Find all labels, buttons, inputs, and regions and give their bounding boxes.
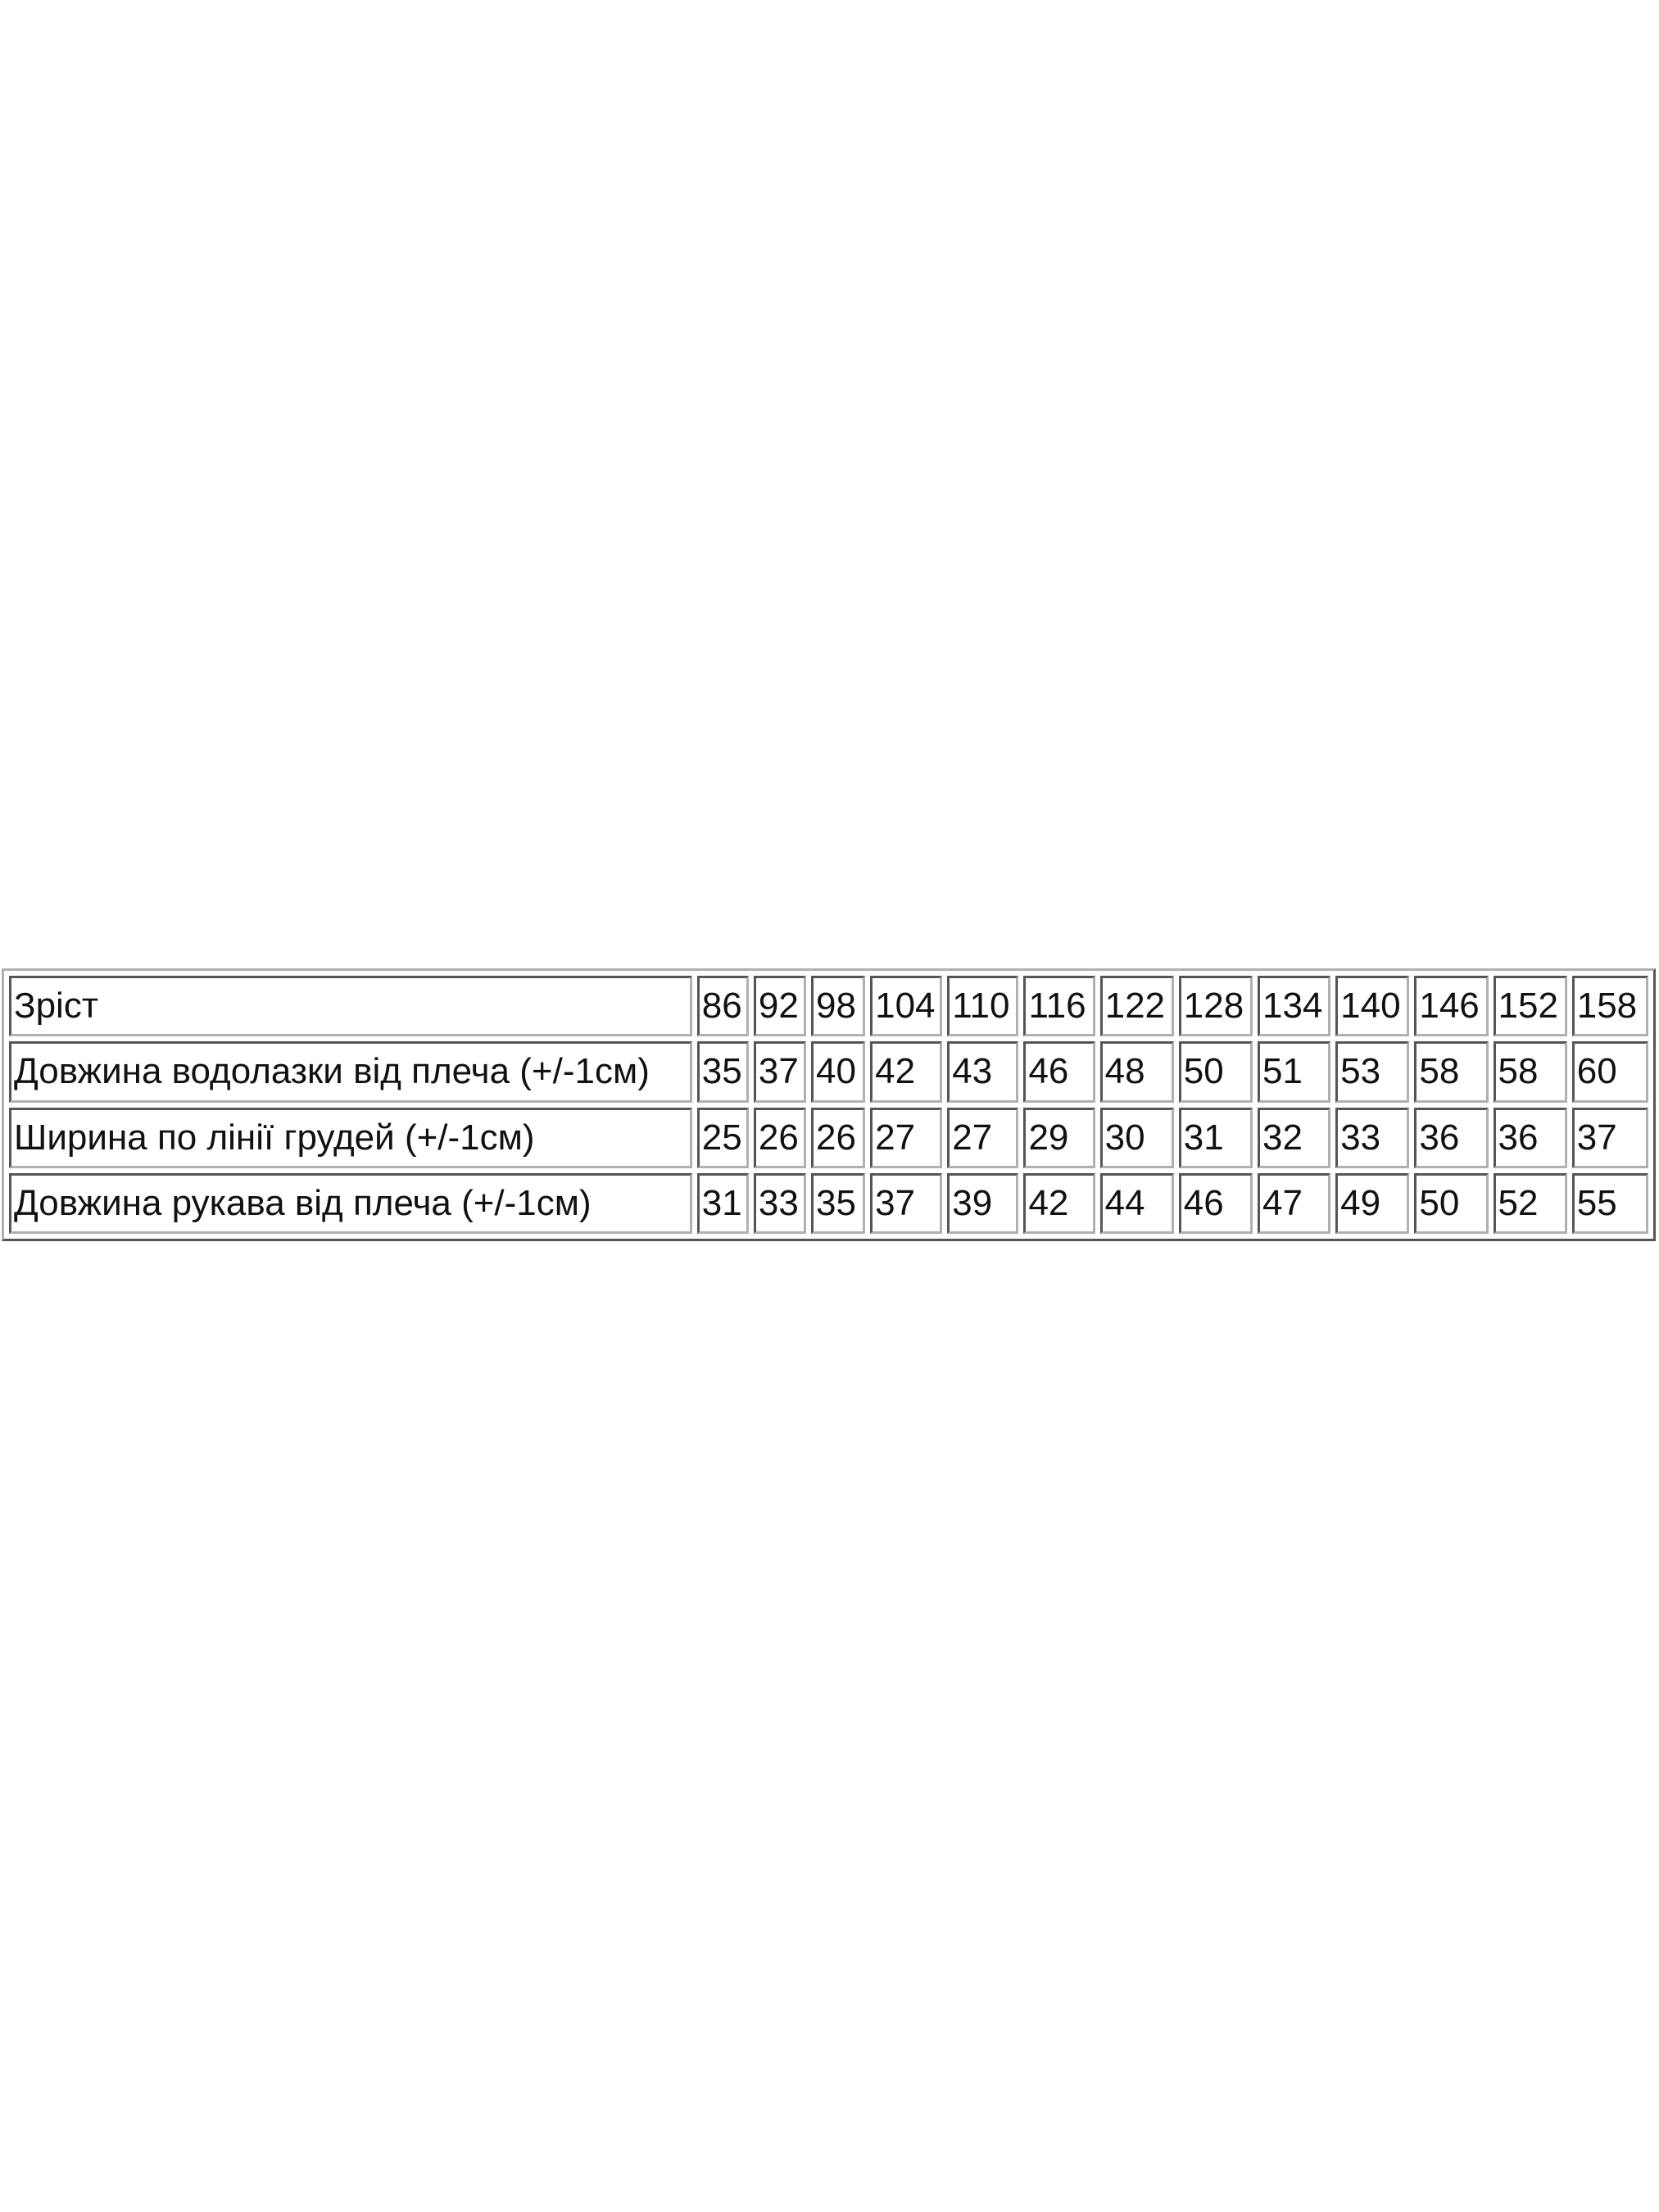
table-cell: 32 (1257, 1107, 1331, 1168)
table-cell: 53 (1335, 1041, 1410, 1103)
table-row: Довжина водолазки від плеча (+/-1см) 35 37… (9, 1041, 1648, 1103)
row-label: Зріст (9, 976, 692, 1037)
table-cell: 116 (1023, 976, 1095, 1037)
table-cell: 27 (870, 1107, 943, 1168)
table-cell: 49 (1335, 1172, 1410, 1234)
table-cell: 26 (753, 1107, 806, 1168)
table-cell: 104 (870, 976, 943, 1037)
row-label: Довжина рукава від плеча (+/-1см) (9, 1172, 692, 1234)
table-cell: 31 (1178, 1107, 1253, 1168)
table-cell: 86 (696, 976, 749, 1037)
table-cell: 46 (1023, 1041, 1095, 1103)
header-row: Зріст 86 92 98 104 110 116 122 128 134 140 146 152 15… (9, 976, 1648, 1037)
table-cell: 44 (1099, 1172, 1174, 1234)
table-cell: 58 (1493, 1041, 1567, 1103)
table-cell: 39 (947, 1172, 1019, 1234)
table-cell: 42 (870, 1041, 943, 1103)
table-cell: 146 (1414, 976, 1489, 1037)
table-cell: 50 (1178, 1041, 1253, 1103)
table-cell: 42 (1023, 1172, 1095, 1234)
table-cell: 122 (1099, 976, 1174, 1037)
table-cell: 33 (1335, 1107, 1410, 1168)
table-cell: 152 (1493, 976, 1567, 1037)
table-cell: 37 (753, 1041, 806, 1103)
table-cell: 92 (753, 976, 806, 1037)
table-cell: 110 (947, 976, 1019, 1037)
table-row: Довжина рукава від плеча (+/-1см) 31 33 35 3… (9, 1172, 1648, 1234)
table-cell: 37 (870, 1172, 943, 1234)
table-cell: 27 (947, 1107, 1019, 1168)
row-label: Довжина водолазки від плеча (+/-1см) (9, 1041, 692, 1103)
table-cell: 98 (810, 976, 866, 1037)
table-cell: 26 (810, 1107, 866, 1168)
table-cell: 55 (1571, 1172, 1648, 1234)
table-cell: 37 (1571, 1107, 1648, 1168)
table-cell: 43 (947, 1041, 1019, 1103)
table-cell: 52 (1493, 1172, 1567, 1234)
table-cell: 50 (1414, 1172, 1489, 1234)
table-cell: 29 (1023, 1107, 1095, 1168)
table-cell: 25 (696, 1107, 749, 1168)
table-cell: 134 (1257, 976, 1331, 1037)
table-cell: 51 (1257, 1041, 1331, 1103)
size-table: Зріст 86 92 98 104 110 116 122 128 134 140 146 152 15… (4, 971, 1653, 1239)
table-cell: 158 (1571, 976, 1648, 1037)
table-cell: 40 (810, 1041, 866, 1103)
table-cell: 46 (1178, 1172, 1253, 1234)
size-table-frame: Зріст 86 92 98 104 110 116 122 128 134 140 146 152 15… (2, 968, 1656, 1241)
table-cell: 47 (1257, 1172, 1331, 1234)
row-label: Ширина по лінії грудей (+/-1см) (9, 1107, 692, 1168)
table-cell: 33 (753, 1172, 806, 1234)
table-cell: 140 (1335, 976, 1410, 1037)
table-cell: 48 (1099, 1041, 1174, 1103)
table-cell: 36 (1493, 1107, 1567, 1168)
table-cell: 30 (1099, 1107, 1174, 1168)
table-cell: 128 (1178, 976, 1253, 1037)
table-cell: 36 (1414, 1107, 1489, 1168)
table-cell: 60 (1571, 1041, 1648, 1103)
table-cell: 58 (1414, 1041, 1489, 1103)
table-cell: 35 (696, 1041, 749, 1103)
table-cell: 31 (696, 1172, 749, 1234)
table-cell: 35 (810, 1172, 866, 1234)
table-row: Ширина по лінії грудей (+/-1см) 25 26 26 27 2… (9, 1107, 1648, 1168)
